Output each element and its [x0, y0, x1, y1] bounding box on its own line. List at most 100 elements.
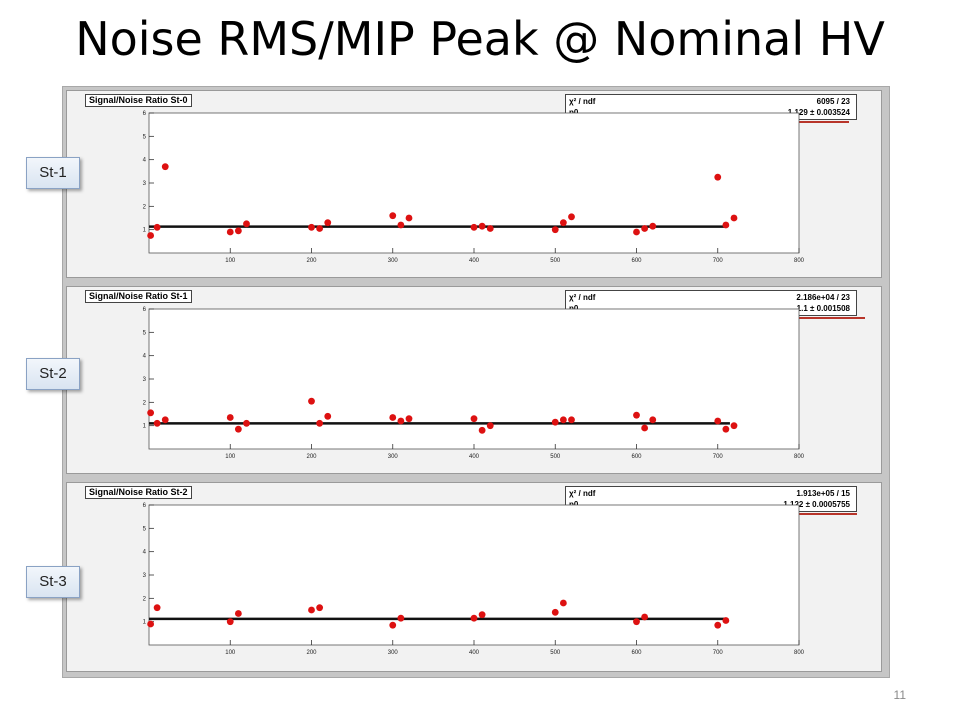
x-tick-label: 400 — [469, 454, 480, 460]
p0-label: p0 — [569, 108, 579, 117]
p0-label: p0 — [569, 304, 579, 313]
data-point — [551, 418, 559, 426]
data-point — [714, 173, 722, 181]
data-point — [147, 232, 155, 239]
data-point — [389, 212, 397, 220]
plot-area — [148, 112, 800, 254]
data-point — [405, 415, 413, 423]
data-point — [397, 221, 405, 229]
y-tick-label: 1 — [143, 620, 147, 626]
x-tick-label: 500 — [550, 454, 561, 460]
data-point — [226, 414, 234, 421]
x-tick-label: 600 — [631, 258, 642, 264]
chi2-value: 1.913e+05 / 15 — [796, 489, 850, 498]
data-point — [722, 221, 730, 229]
data-point — [308, 223, 315, 231]
chart-1: 100 200 300 400 500 600 700 800 1 2 3 4 5 6 — [143, 111, 805, 264]
x-tick-label: 600 — [631, 454, 642, 460]
data-point — [147, 409, 155, 417]
data-point — [234, 610, 242, 617]
y-tick-label: 2 — [143, 400, 147, 406]
data-point — [649, 416, 657, 424]
data-point — [486, 225, 494, 232]
data-point — [397, 614, 405, 622]
data-point — [316, 225, 324, 232]
plot-panel-3: Signal/Noise Ratio St-2 χ² / ndf 1.913e+0… — [66, 482, 882, 672]
data-point — [559, 599, 567, 607]
y-tick-label: 5 — [143, 330, 147, 336]
y-tick-label: 4 — [143, 550, 147, 556]
x-tick-label: 700 — [713, 454, 724, 460]
data-point — [243, 419, 250, 427]
data-point — [243, 220, 250, 228]
x-tick-label: 400 — [469, 650, 480, 656]
data-point — [389, 414, 397, 421]
p0-label: p0 — [569, 500, 579, 509]
x-tick-label: 200 — [306, 454, 317, 460]
data-point — [478, 611, 486, 619]
data-point — [478, 222, 486, 230]
y-tick-label: 4 — [143, 158, 147, 164]
x-tick-label: 300 — [388, 454, 399, 460]
data-point — [633, 228, 640, 236]
y-tick-label: 3 — [143, 181, 147, 187]
x-tick-label: 100 — [225, 258, 236, 264]
panel-title: Signal/Noise Ratio St-2 — [85, 486, 192, 499]
data-point — [568, 213, 575, 221]
x-tick-label: 700 — [713, 650, 724, 656]
data-point — [641, 613, 649, 621]
data-point — [551, 608, 559, 616]
y-tick-label: 2 — [143, 596, 147, 602]
y-tick-label: 3 — [143, 573, 147, 579]
x-tick-label: 500 — [550, 258, 561, 264]
x-tick-label: 500 — [550, 650, 561, 656]
data-point — [147, 620, 155, 628]
station-label-st-3: St-3 — [26, 566, 80, 598]
y-tick-label: 5 — [143, 526, 147, 532]
data-point — [722, 617, 730, 624]
data-point — [722, 425, 730, 433]
page-number: 11 — [893, 688, 906, 702]
data-point — [324, 219, 332, 227]
y-tick-label: 3 — [143, 377, 147, 383]
p0-value: 1.1 ± 0.001508 — [796, 304, 850, 313]
data-point — [308, 606, 315, 614]
chart-2: 100 200 300 400 500 600 700 800 1 2 3 4 5 6 — [143, 307, 805, 460]
x-tick-label: 200 — [306, 258, 317, 264]
x-tick-label: 800 — [794, 258, 805, 264]
chi2-label: χ² / ndf — [569, 97, 596, 106]
data-point — [153, 604, 161, 612]
panel-title: Signal/Noise Ratio St-0 — [85, 94, 192, 107]
plot-panel-1: Signal/Noise Ratio St-0 χ² / ndf 6095 / 2… — [66, 90, 882, 278]
data-point — [641, 225, 649, 232]
y-tick-label: 4 — [143, 354, 147, 360]
data-point — [405, 214, 413, 222]
data-point — [308, 397, 315, 405]
data-point — [470, 614, 478, 622]
p0-highlight-underline — [783, 317, 865, 319]
data-point — [389, 621, 397, 629]
data-point — [568, 416, 575, 424]
chi2-label: χ² / ndf — [569, 293, 596, 302]
data-point — [324, 412, 332, 420]
y-tick-label: 5 — [143, 134, 147, 140]
data-point — [559, 219, 567, 227]
data-point — [226, 618, 234, 626]
data-point — [730, 214, 738, 222]
p0-highlight-underline — [767, 513, 857, 515]
data-point — [470, 223, 478, 231]
x-tick-label: 100 — [225, 454, 236, 460]
y-tick-label: 6 — [143, 111, 147, 117]
x-tick-label: 100 — [225, 650, 236, 656]
plot-area — [148, 504, 800, 646]
x-tick-label: 700 — [713, 258, 724, 264]
p0-highlight-underline — [767, 121, 849, 123]
station-label-st-2: St-2 — [26, 358, 80, 390]
data-point — [714, 417, 722, 425]
data-point — [649, 222, 657, 230]
data-point — [714, 621, 722, 629]
data-point — [226, 228, 234, 236]
y-tick-label: 1 — [143, 228, 147, 234]
x-tick-label: 300 — [388, 650, 399, 656]
data-point — [234, 425, 242, 433]
